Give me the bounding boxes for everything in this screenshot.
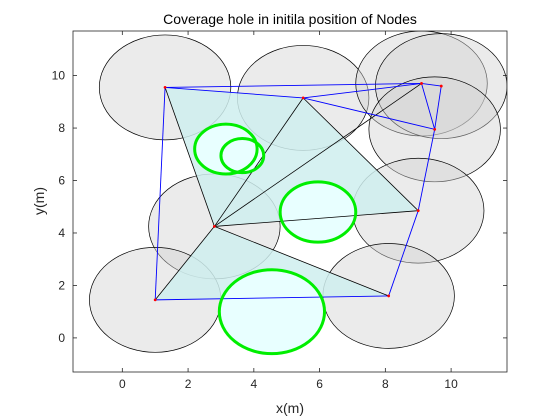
- hull-edge-0: [165, 86, 304, 99]
- x-axis-label: x(m): [276, 400, 304, 416]
- hull-edge-10: [388, 210, 419, 297]
- y-tick-label: 0: [58, 331, 65, 345]
- triangulation-edge-2: [214, 210, 419, 227]
- coverage-hole-fill-3: [219, 269, 325, 354]
- node-marker-4: [433, 127, 437, 131]
- hull-edge-4: [434, 86, 442, 130]
- node-marker-6: [416, 209, 420, 213]
- coverage-hole-3: [217, 268, 327, 356]
- x-tick-label: 2: [185, 377, 192, 391]
- coverage-hole-fill-2: [280, 181, 356, 243]
- node-marker-5: [212, 225, 216, 228]
- node-marker-2: [420, 82, 423, 85]
- node-marker-3: [439, 84, 443, 88]
- hull-edge-9: [155, 295, 389, 301]
- plot-area-frame: [72, 30, 508, 373]
- hull-edge-5: [421, 83, 436, 130]
- triangulation-edge-4: [214, 226, 389, 297]
- hull-edge-3: [421, 83, 442, 87]
- hull-edge-1: [303, 83, 422, 99]
- y-tick-label: 8: [58, 121, 65, 135]
- coverage-hole-1: [219, 137, 266, 175]
- node-marker-0: [163, 85, 167, 89]
- triangulation-edge-3: [154, 226, 215, 301]
- node-marker-1: [301, 96, 305, 100]
- y-tick-label: 4: [58, 226, 65, 240]
- x-tick-label: 6: [316, 377, 323, 391]
- coverage-hole-0: [193, 122, 259, 176]
- hull-edge-8: [154, 87, 166, 300]
- coverage-hole-2: [278, 180, 358, 244]
- x-tick-label: 10: [444, 377, 458, 391]
- y-tick-label: 6: [58, 174, 65, 188]
- triangulation-edge-6: [302, 97, 419, 211]
- node-marker-8: [387, 294, 391, 298]
- x-tick-label: 0: [119, 377, 126, 391]
- delaunay-triangle-1: [214, 97, 419, 227]
- x-tick-label: 4: [250, 377, 257, 391]
- y-tick-label: 2: [58, 278, 65, 292]
- x-tick-label: 8: [382, 377, 389, 391]
- hull-edge-6: [417, 129, 436, 211]
- chart-title: Coverage hole in initila position of Nod…: [163, 11, 417, 27]
- triangulation-edge-0: [164, 87, 215, 227]
- coverage-hole-fill-1: [220, 138, 264, 173]
- node-marker-7: [153, 298, 157, 302]
- delaunay-triangle-2: [155, 226, 389, 300]
- y-tick-label: 10: [52, 69, 66, 83]
- triangulation-edge-1: [214, 97, 304, 227]
- hull-edge-7: [303, 97, 435, 130]
- y-axis-label: y(m): [31, 187, 47, 215]
- triangulation-edge-5: [214, 83, 422, 227]
- hull-edge-2: [165, 83, 422, 88]
